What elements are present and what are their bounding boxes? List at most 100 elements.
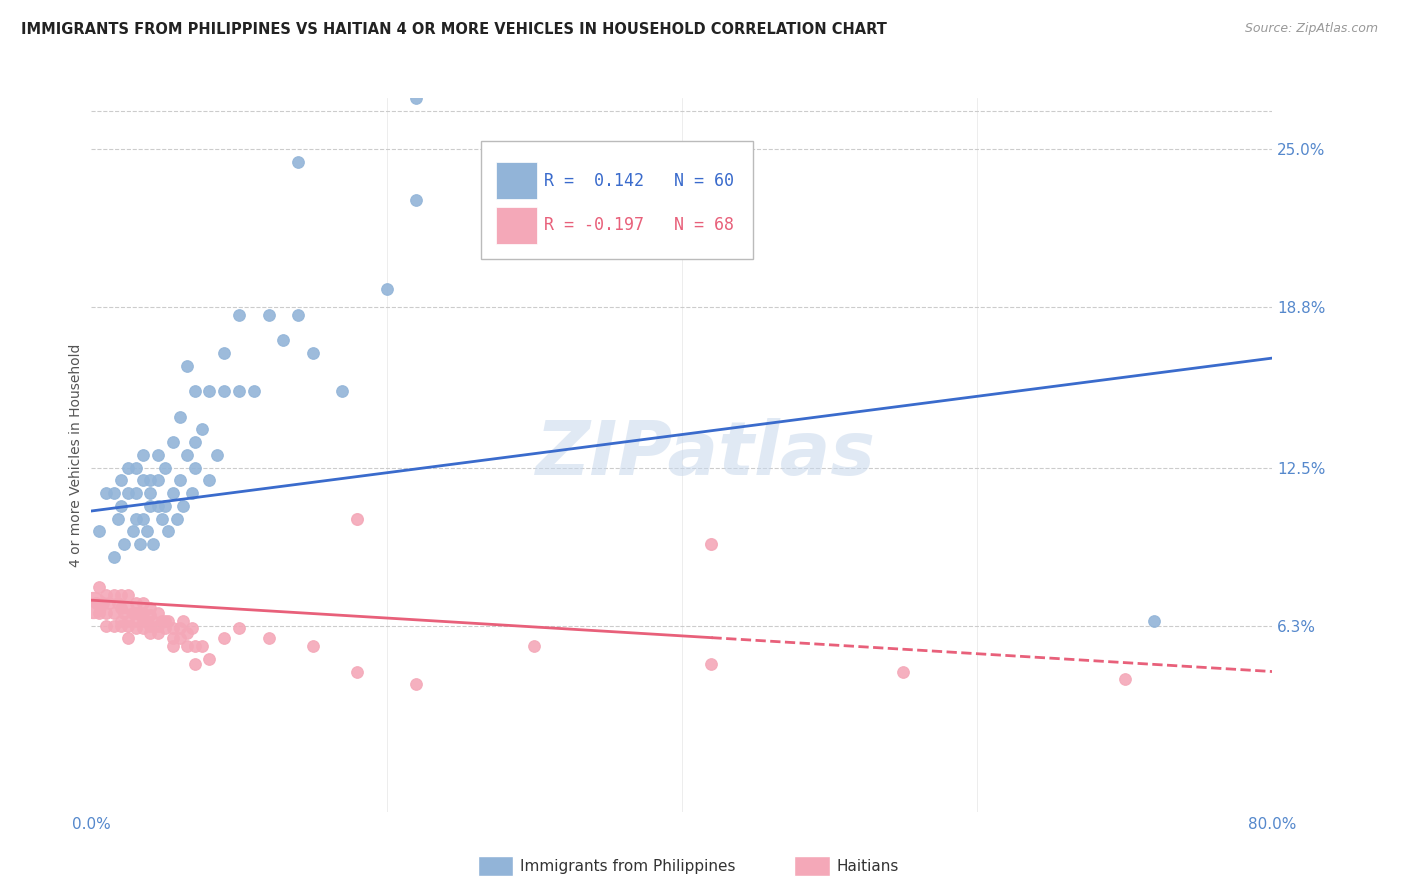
- Point: [96, 606, 118, 620]
- Point: [121, 524, 143, 539]
- Point: [169, 632, 191, 646]
- Point: [198, 384, 221, 399]
- Point: [98, 596, 121, 610]
- Point: [136, 614, 159, 628]
- Point: [110, 618, 132, 632]
- Point: [124, 621, 148, 635]
- Point: [124, 606, 148, 620]
- Point: [169, 621, 191, 635]
- Point: [700, 657, 723, 671]
- Point: [107, 511, 129, 525]
- Point: [183, 639, 207, 653]
- Point: [301, 346, 323, 360]
- Point: [136, 524, 159, 539]
- Point: [183, 460, 207, 475]
- Text: R =  0.142   N = 60: R = 0.142 N = 60: [544, 172, 734, 190]
- Point: [132, 448, 155, 462]
- Point: [146, 626, 169, 640]
- Point: [117, 486, 139, 500]
- Point: [124, 511, 148, 525]
- Point: [139, 626, 162, 640]
- Point: [146, 618, 169, 632]
- Point: [117, 600, 139, 615]
- Point: [183, 384, 207, 399]
- Point: [198, 474, 221, 488]
- Point: [103, 618, 125, 632]
- Point: [1143, 614, 1166, 628]
- Point: [110, 499, 132, 513]
- Point: [180, 486, 202, 500]
- Text: ZIPatlas: ZIPatlas: [536, 418, 876, 491]
- Point: [139, 486, 162, 500]
- FancyBboxPatch shape: [496, 162, 537, 200]
- Point: [87, 606, 110, 620]
- Point: [162, 632, 184, 646]
- Text: IMMIGRANTS FROM PHILIPPINES VS HAITIAN 4 OR MORE VEHICLES IN HOUSEHOLD CORRELATI: IMMIGRANTS FROM PHILIPPINES VS HAITIAN 4…: [21, 22, 887, 37]
- Point: [214, 632, 236, 646]
- Point: [146, 606, 169, 620]
- Point: [166, 511, 188, 525]
- Point: [287, 154, 309, 169]
- Point: [110, 614, 132, 628]
- Point: [287, 308, 309, 322]
- Point: [273, 333, 295, 347]
- Point: [228, 308, 250, 322]
- Point: [183, 657, 207, 671]
- Point: [180, 621, 202, 635]
- Point: [153, 614, 177, 628]
- Point: [191, 422, 214, 436]
- Point: [124, 596, 148, 610]
- Point: [157, 614, 180, 628]
- Text: R = -0.197   N = 68: R = -0.197 N = 68: [544, 216, 734, 234]
- Point: [96, 486, 118, 500]
- Point: [110, 474, 132, 488]
- Point: [132, 511, 155, 525]
- Point: [129, 537, 152, 551]
- Point: [82, 599, 104, 613]
- Point: [153, 499, 177, 513]
- Point: [139, 618, 162, 632]
- FancyBboxPatch shape: [481, 141, 752, 259]
- Point: [132, 596, 155, 610]
- Point: [243, 384, 266, 399]
- Point: [103, 486, 125, 500]
- Point: [146, 448, 169, 462]
- Point: [176, 626, 198, 640]
- FancyBboxPatch shape: [496, 207, 537, 244]
- Point: [139, 608, 162, 623]
- Point: [157, 524, 180, 539]
- Point: [1114, 672, 1136, 686]
- Point: [162, 486, 184, 500]
- Text: Source: ZipAtlas.com: Source: ZipAtlas.com: [1244, 22, 1378, 36]
- Point: [124, 460, 148, 475]
- Point: [257, 632, 280, 646]
- Point: [146, 474, 169, 488]
- Point: [142, 614, 165, 628]
- Point: [121, 606, 143, 620]
- Point: [117, 632, 139, 646]
- Point: [346, 665, 368, 679]
- Point: [172, 499, 194, 513]
- Point: [257, 308, 280, 322]
- Point: [112, 606, 135, 620]
- Point: [153, 621, 177, 635]
- Point: [183, 435, 207, 450]
- Point: [612, 219, 634, 233]
- Point: [117, 614, 139, 628]
- Point: [96, 588, 118, 602]
- Point: [87, 524, 110, 539]
- Point: [124, 486, 148, 500]
- Text: Immigrants from Philippines: Immigrants from Philippines: [520, 859, 735, 873]
- Point: [228, 384, 250, 399]
- Point: [128, 606, 150, 620]
- Point: [139, 474, 162, 488]
- Point: [214, 346, 236, 360]
- Point: [214, 384, 236, 399]
- Point: [405, 193, 427, 207]
- Point: [112, 537, 135, 551]
- Point: [153, 460, 177, 475]
- Point: [117, 618, 139, 632]
- Point: [176, 639, 198, 653]
- Point: [103, 588, 125, 602]
- Point: [124, 614, 148, 628]
